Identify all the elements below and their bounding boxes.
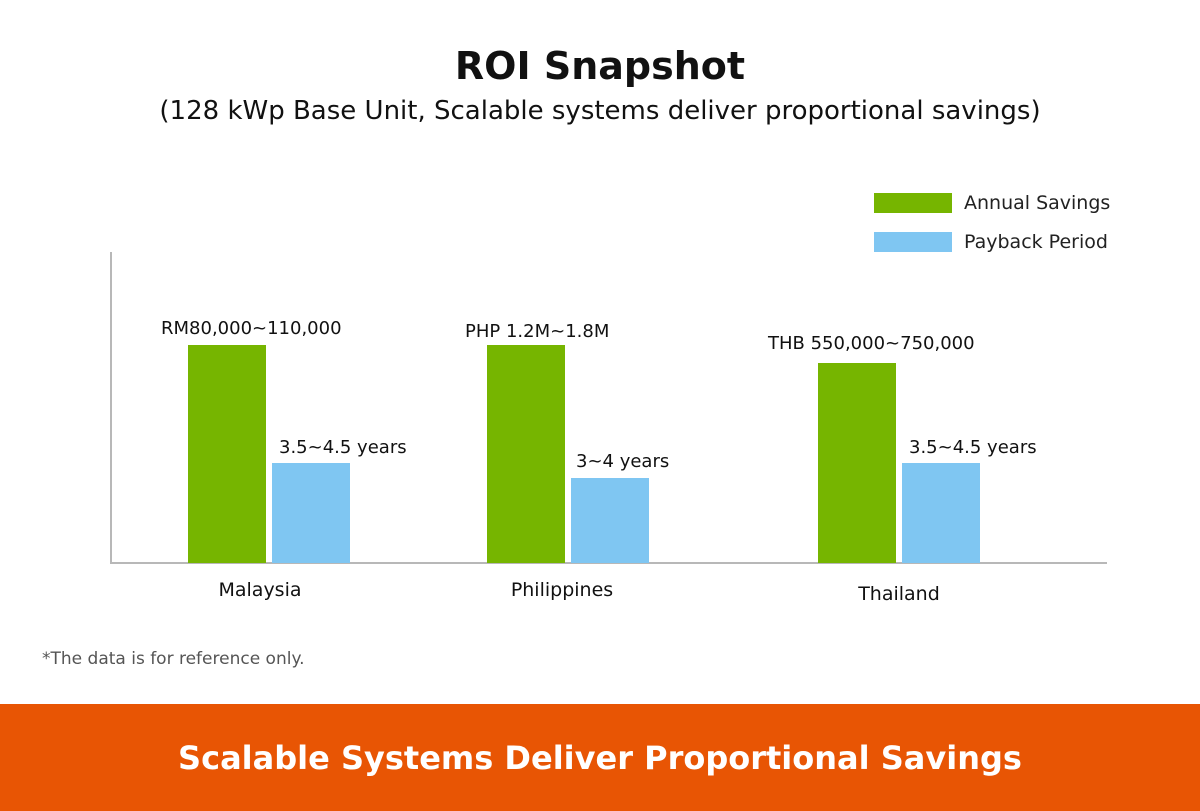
category-label-thailand: Thailand: [858, 583, 940, 605]
bar-label-philippines-payback: 3~4 years: [576, 451, 670, 472]
category-label-philippines: Philippines: [510, 579, 614, 601]
y-axis-line: [110, 252, 112, 564]
legend-label: Annual Savings: [964, 192, 1111, 214]
legend-swatch-blue: [874, 232, 952, 252]
bar-label-malaysia-payback: 3.5~4.5 years: [279, 437, 407, 458]
bar-label-thailand-payback: 3.5~4.5 years: [909, 437, 1037, 458]
bar-thailand-payback-period: [902, 463, 980, 563]
category-label-malaysia: Malaysia: [218, 579, 302, 601]
bar-thailand-annual-savings: [818, 363, 896, 563]
bar-label-philippines-savings: PHP 1.2M~1.8M: [465, 321, 610, 342]
bottom-banner: Scalable Systems Deliver Proportional Sa…: [0, 704, 1200, 811]
bar-philippines-payback-period: [571, 478, 649, 563]
bar-label-malaysia-savings: RM80,000~110,000: [161, 318, 342, 339]
legend-item-payback-period: Payback Period: [874, 231, 1108, 253]
legend-swatch-green: [874, 193, 952, 213]
legend-item-annual-savings: Annual Savings: [874, 192, 1110, 214]
legend-label: Payback Period: [964, 231, 1108, 253]
banner-text: Scalable Systems Deliver Proportional Sa…: [178, 738, 1022, 777]
footnote: *The data is for reference only.: [42, 649, 305, 669]
x-axis-line: [110, 562, 1107, 564]
bar-label-thailand-savings: THB 550,000~750,000: [768, 333, 975, 354]
chart-subtitle: (128 kWp Base Unit, Scalable systems del…: [159, 96, 1041, 126]
bar-malaysia-annual-savings: [188, 345, 266, 563]
bar-philippines-annual-savings: [487, 345, 565, 563]
bar-malaysia-payback-period: [272, 463, 350, 563]
chart-title: ROI Snapshot: [454, 44, 746, 88]
